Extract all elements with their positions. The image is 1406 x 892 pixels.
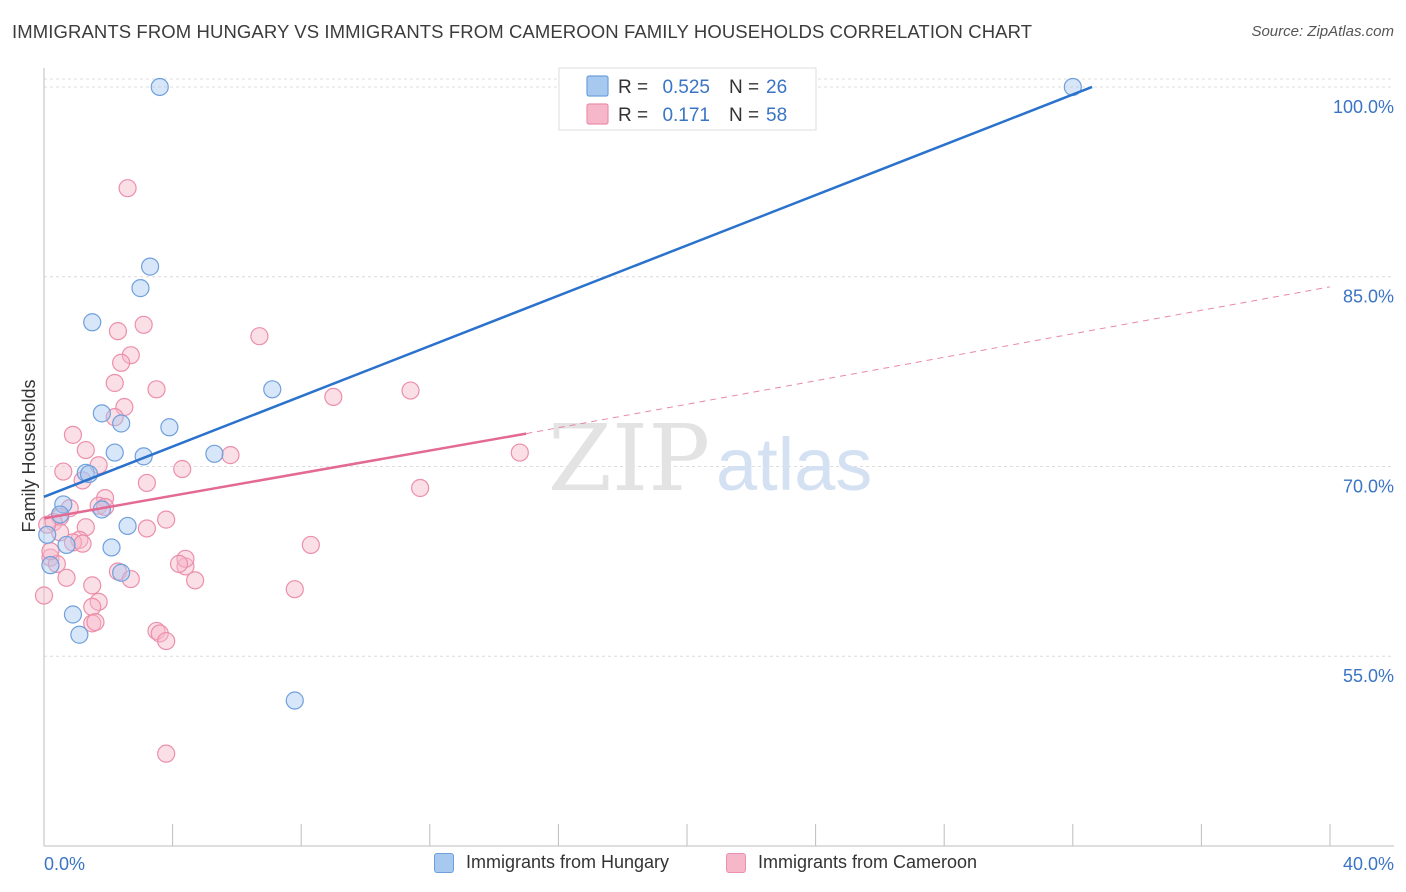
hungary-point: [131, 279, 150, 298]
axes: [43, 68, 1394, 847]
y-axis-label: Family Households: [19, 379, 39, 532]
hungary-point: [105, 443, 124, 462]
legend-item-cameroon: Immigrants from Cameroon: [726, 852, 977, 873]
cameroon-point: [510, 443, 529, 462]
cameroon-point: [38, 515, 57, 534]
x-tick-labels: 0.0% 40.0%: [44, 854, 1394, 874]
legend-label-hungary: Immigrants from Hungary: [466, 852, 670, 872]
cameroon-point: [121, 346, 140, 365]
hungary-point: [112, 414, 131, 433]
cameroon-point: [301, 535, 320, 555]
legend-swatch-cameroon: [726, 852, 746, 873]
legend-r-value: 0.171: [662, 105, 710, 126]
hungary-point: [92, 404, 111, 423]
legend-n-value: 58: [766, 105, 787, 126]
cameroon-point: [57, 568, 76, 587]
hungary-point: [57, 535, 76, 555]
cameroon-point: [157, 631, 176, 651]
y-tick-label: 85.0%: [1343, 287, 1394, 307]
hungary-point: [140, 257, 160, 276]
cameroon-point: [147, 380, 166, 399]
y-tick-label: 55.0%: [1343, 666, 1394, 686]
x-tick-label: 40.0%: [1343, 854, 1394, 874]
hungary-point: [112, 563, 131, 582]
cameroon-trend-extension: [526, 286, 1331, 435]
hungary-point: [285, 691, 304, 710]
cameroon-point: [73, 534, 92, 553]
cameroon-point: [105, 373, 124, 393]
cameroon-point: [121, 569, 140, 589]
hungary-point: [41, 556, 60, 575]
y-tick-label: 70.0%: [1343, 476, 1394, 496]
cameroon-point: [157, 744, 176, 763]
source-label: Source: ZipAtlas.com: [1251, 23, 1394, 40]
cameroon-point: [86, 612, 105, 632]
cameroon-point: [324, 387, 343, 407]
hungary-point: [54, 495, 73, 514]
hungary-point: [118, 516, 137, 536]
cameroon-point: [401, 381, 420, 400]
hungary-point: [205, 444, 224, 463]
hungary-point: [70, 625, 89, 644]
cameroon-point: [83, 597, 102, 617]
cameroon-point: [250, 327, 269, 346]
cameroon-point: [54, 462, 73, 481]
cameroon-point: [173, 459, 192, 479]
y-tick-labels: 55.0% 70.0% 85.0% 100.0%: [1333, 97, 1394, 686]
legend-r-label: R =: [618, 77, 648, 98]
series-hungary-points: [38, 77, 1082, 710]
legend-bottom: Immigrants from Hungary Immigrants from …: [0, 852, 1406, 878]
cameroon-point: [411, 478, 430, 498]
hungary-point: [83, 313, 102, 332]
cameroon-point: [285, 580, 304, 599]
hungary-point: [38, 525, 57, 544]
cameroon-point: [186, 571, 205, 590]
legend-n-value: 26: [766, 77, 787, 98]
grid-lines: [44, 78, 1394, 657]
legend-item-hungary: Immigrants from Hungary: [434, 852, 669, 873]
cameroon-point: [169, 554, 189, 573]
legend-r-value: 0.525: [662, 77, 710, 98]
hungary-point: [263, 380, 282, 399]
legend-swatch-cameroon: [586, 103, 609, 125]
legend-top: R = 0.525 N = 26 R = 0.171 N = 58: [558, 67, 817, 131]
cameroon-point: [221, 446, 240, 465]
cameroon-point: [134, 315, 153, 334]
chart-title: IMMIGRANTS FROM HUNGARY VS IMMIGRANTS FR…: [12, 21, 1033, 42]
legend-label-cameroon: Immigrants from Cameroon: [758, 852, 978, 872]
hungary-point: [63, 605, 83, 624]
cameroon-point: [118, 179, 137, 198]
cameroon-point: [137, 473, 156, 493]
cameroon-point: [63, 425, 83, 444]
watermark-zip: ZIP: [548, 405, 710, 512]
hungary-point: [160, 418, 179, 437]
cameroon-point: [76, 440, 95, 460]
cameroon-point: [83, 576, 102, 595]
cameroon-point: [108, 322, 128, 341]
legend-swatch-hungary: [586, 75, 609, 97]
hungary-point: [102, 538, 121, 557]
cameroon-point: [137, 519, 156, 538]
watermark-atlas: atlas: [716, 423, 872, 506]
y-tick-label: 100.0%: [1333, 97, 1394, 117]
legend-n-label: N =: [729, 105, 759, 126]
cameroon-point: [34, 586, 54, 605]
hungary-trend-line: [43, 85, 1093, 499]
legend-n-label: N =: [729, 77, 759, 98]
x-tick-label: 0.0%: [44, 854, 85, 874]
cameroon-trend-line: [43, 432, 527, 520]
cameroon-point: [157, 510, 176, 529]
legend-swatch-hungary: [434, 852, 454, 873]
cameroon-point: [112, 353, 131, 372]
cameroon-point: [150, 624, 169, 643]
trend-lines: [43, 85, 1331, 520]
legend-r-label: R =: [618, 105, 648, 126]
hungary-point: [150, 77, 169, 97]
